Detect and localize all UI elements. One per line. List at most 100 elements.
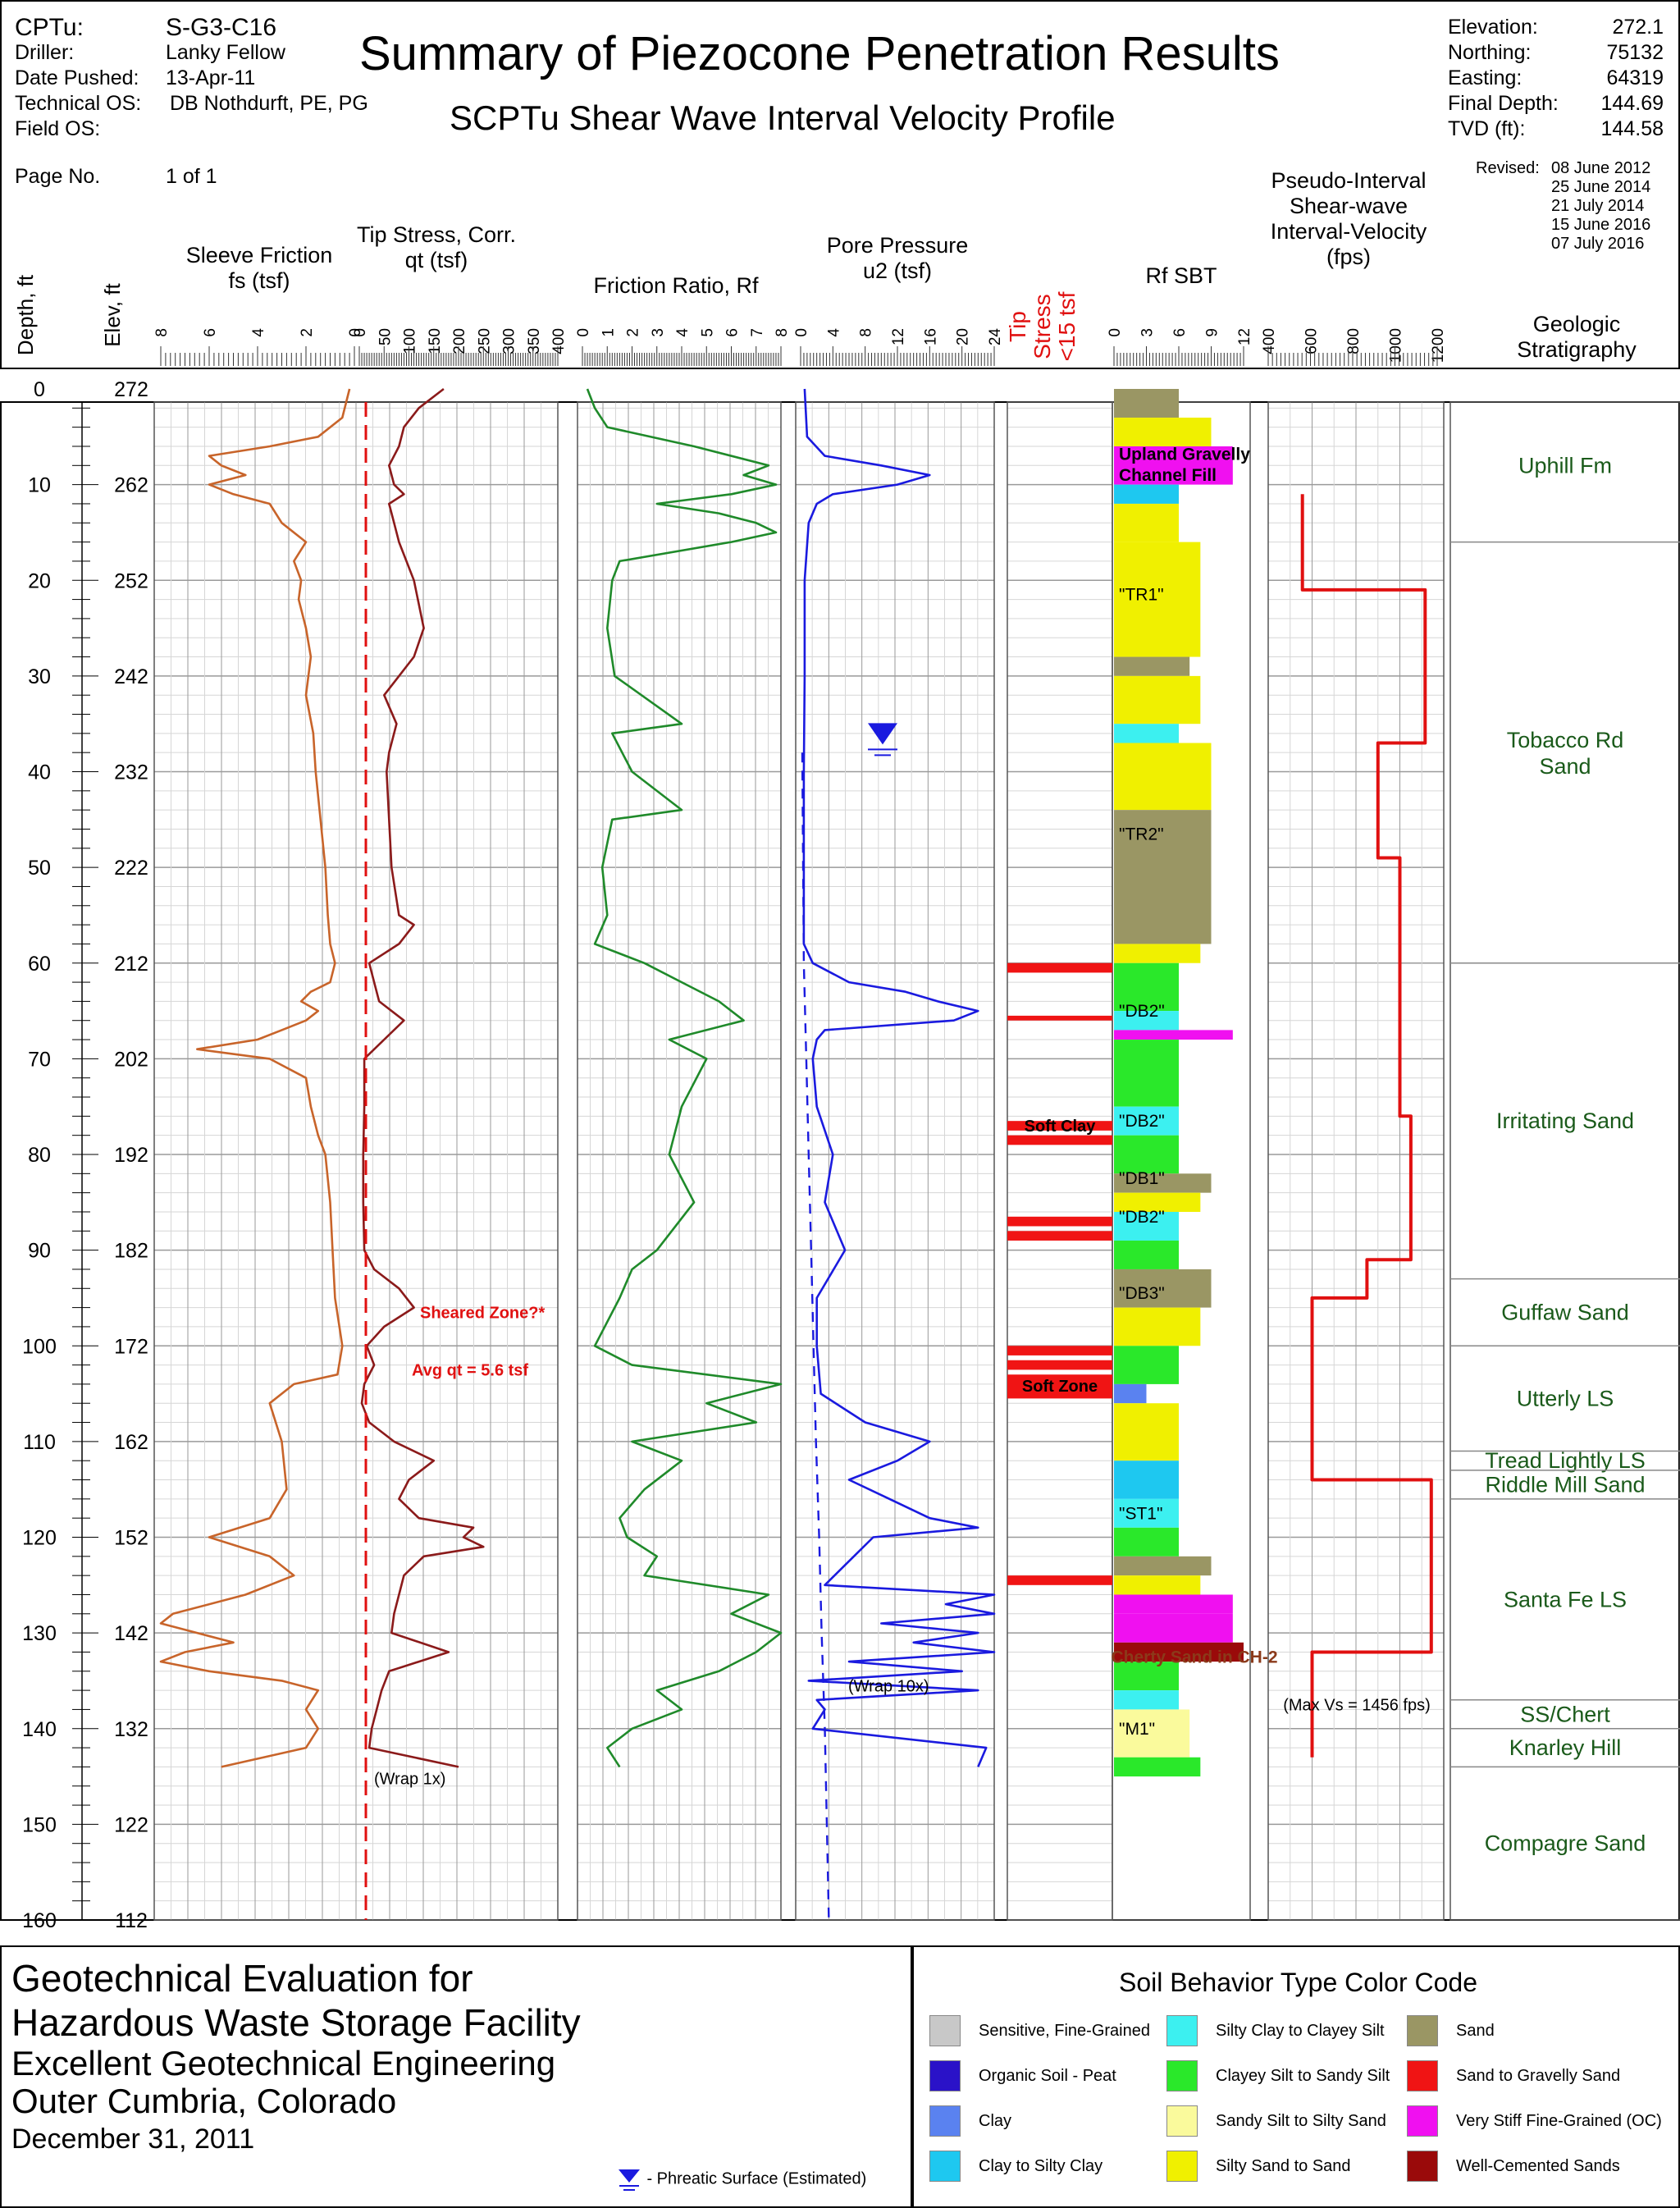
date-pushed-label: Date Pushed: bbox=[15, 66, 139, 89]
rf-scale-label: 0 bbox=[575, 328, 592, 337]
northing-label: Northing: bbox=[1448, 41, 1532, 64]
depth-tick-label: 120 bbox=[22, 1527, 57, 1550]
sbt-layer-bar bbox=[1114, 1613, 1233, 1643]
depth-tick-label: 60 bbox=[28, 953, 51, 976]
sbt-scale-label: 3 bbox=[1139, 328, 1157, 337]
project-title-line: Geotechnical Evaluation for bbox=[11, 1957, 473, 2000]
sbt-scale-label: 9 bbox=[1204, 328, 1221, 337]
easting-label: Easting: bbox=[1448, 66, 1522, 89]
legend-label: Sandy Silt to Silty Sand bbox=[1216, 2111, 1386, 2130]
sbt-scale-label: 12 bbox=[1236, 328, 1253, 345]
sbt-layer-bar bbox=[1114, 484, 1179, 504]
phreatic-triangle-icon bbox=[619, 2169, 640, 2191]
legend-swatch bbox=[1166, 2015, 1198, 2046]
chart-annotation: Sheared Zone?* bbox=[420, 1304, 545, 1322]
column-title: Pore Pressure bbox=[827, 233, 969, 258]
sbt-layer-bar bbox=[1114, 1575, 1201, 1595]
phreatic-surface-icon bbox=[868, 723, 897, 745]
sbt-layer-bar bbox=[1114, 1498, 1179, 1528]
legend-label: Sand bbox=[1456, 2021, 1495, 2040]
revised-dates: 08 June 2012 25 June 2014 21 July 2014 1… bbox=[1551, 159, 1650, 254]
sbt-layer-bar bbox=[1114, 1556, 1212, 1576]
u2-scale-label: 20 bbox=[955, 328, 972, 345]
u2-scale-label: 24 bbox=[987, 328, 1004, 346]
low-tip-stress-zone bbox=[1007, 1121, 1112, 1131]
cptu-label: CPTu: bbox=[15, 14, 84, 41]
depth-tick-label: 30 bbox=[28, 665, 51, 688]
depth-tick-label: 0 bbox=[34, 378, 45, 401]
elevation-tick-label: 162 bbox=[114, 1431, 148, 1454]
grid bbox=[795, 402, 995, 1921]
sbt-scale-label: 6 bbox=[1171, 328, 1189, 337]
vs-scale-label: 400 bbox=[1261, 328, 1278, 354]
fs-scale-label: 2 bbox=[299, 328, 316, 337]
elevation-tick-label: 262 bbox=[114, 474, 148, 497]
chart-frame bbox=[0, 401, 1680, 1921]
sbt-layer-bar bbox=[1114, 1135, 1179, 1174]
revised-date: 25 June 2014 bbox=[1551, 178, 1651, 196]
depth-tick-label: 160 bbox=[22, 1909, 57, 1932]
stratigraphy-label: Compagre Sand bbox=[1485, 1831, 1646, 1856]
u2-scale-label: 12 bbox=[890, 328, 907, 345]
project-title-line: Excellent Geotechnical Engineering bbox=[11, 2044, 556, 2082]
elevation-tick-label: 212 bbox=[114, 953, 148, 976]
grid bbox=[153, 402, 559, 1921]
sbt-layer-bar bbox=[1114, 1211, 1179, 1241]
low-tip-stress-zone bbox=[1007, 1346, 1112, 1355]
sbt-layer-bar bbox=[1114, 944, 1201, 963]
rf-scale-label: 2 bbox=[625, 328, 642, 337]
legend-item: Sand to Gravelly Sand bbox=[1407, 2060, 1620, 2091]
sbt-layer-bar bbox=[1114, 1346, 1179, 1384]
vs-scale-label: 1200 bbox=[1430, 328, 1447, 363]
site-info-values: 272.1 75132 64319 144.69 144.58 bbox=[1583, 15, 1664, 142]
sbt-zone-label: "TR2" bbox=[1119, 825, 1164, 843]
elevation-label: Elevation: bbox=[1448, 16, 1538, 39]
sbt-zone-label: "M1" bbox=[1119, 1720, 1155, 1739]
depth-tick-label: 40 bbox=[28, 761, 51, 784]
stratigraphy-label: Guffaw Sand bbox=[1501, 1300, 1629, 1324]
elevation-value: 272.1 bbox=[1612, 16, 1664, 39]
revised-label: Revised: bbox=[1476, 159, 1540, 177]
final-depth-value: 144.69 bbox=[1600, 92, 1664, 115]
depth-axis-label: Depth, ft bbox=[13, 274, 38, 355]
u2-scale-label: 4 bbox=[825, 328, 842, 337]
elevation-axis-label: Elev, ft bbox=[100, 282, 125, 346]
chart-annotation: Avg qt = 5.6 tsf bbox=[412, 1361, 528, 1379]
stratigraphy-label: Tobacco Rd bbox=[1507, 728, 1624, 752]
legend-swatch bbox=[1407, 2060, 1438, 2091]
legend-label: Sand to Gravelly Sand bbox=[1456, 2066, 1621, 2085]
qt-scale-label: 250 bbox=[476, 328, 493, 354]
qt-scale-label: 200 bbox=[451, 328, 468, 354]
elevation-tick-label: 112 bbox=[115, 1909, 148, 1932]
grid bbox=[1007, 407, 1112, 1921]
sbt-layer-bar bbox=[1114, 1690, 1179, 1710]
driller-value: Lanky Fellow bbox=[166, 41, 285, 64]
fs-scale-label: 8 bbox=[153, 328, 171, 337]
panel-border bbox=[1267, 401, 1445, 1921]
stratigraphy-label: SS/Chert bbox=[1520, 1702, 1610, 1726]
sbt-layer-bar bbox=[1114, 1040, 1179, 1107]
fs-series-line bbox=[159, 388, 351, 1768]
low-tip-stress-zone bbox=[1007, 1015, 1112, 1021]
date-pushed-value: 13-Apr-11 bbox=[166, 66, 256, 89]
sbt-layer-bar bbox=[1114, 656, 1190, 676]
column-title: Rf SBT bbox=[1145, 263, 1217, 288]
sbt-zone-label: "DB2" bbox=[1119, 1002, 1165, 1021]
depth-tick-label: 140 bbox=[22, 1718, 57, 1741]
low-tip-stress-zone bbox=[1007, 962, 1112, 973]
sbt-zone-label: "DB2" bbox=[1119, 1208, 1165, 1227]
chart-annotation: Soft Zone bbox=[1022, 1378, 1098, 1396]
revised-date: 15 June 2016 bbox=[1551, 216, 1651, 234]
column-title: Friction Ratio, Rf bbox=[593, 273, 759, 298]
depth-tick-label: 90 bbox=[28, 1240, 51, 1263]
fs-scale-label: 4 bbox=[250, 328, 267, 337]
sbt-layer-bar bbox=[1114, 542, 1201, 657]
sbt-layer-bar bbox=[1114, 724, 1179, 743]
legend-item: Silty Clay to Clayey Silt bbox=[1166, 2015, 1385, 2046]
column-title: Stress bbox=[1029, 294, 1055, 359]
column-title: u2 (tsf) bbox=[863, 258, 932, 283]
revised-date: 07 July 2016 bbox=[1551, 235, 1645, 253]
sbt-zone-label: Upland Gravelly bbox=[1119, 445, 1250, 464]
panel-border bbox=[1007, 401, 1113, 1921]
